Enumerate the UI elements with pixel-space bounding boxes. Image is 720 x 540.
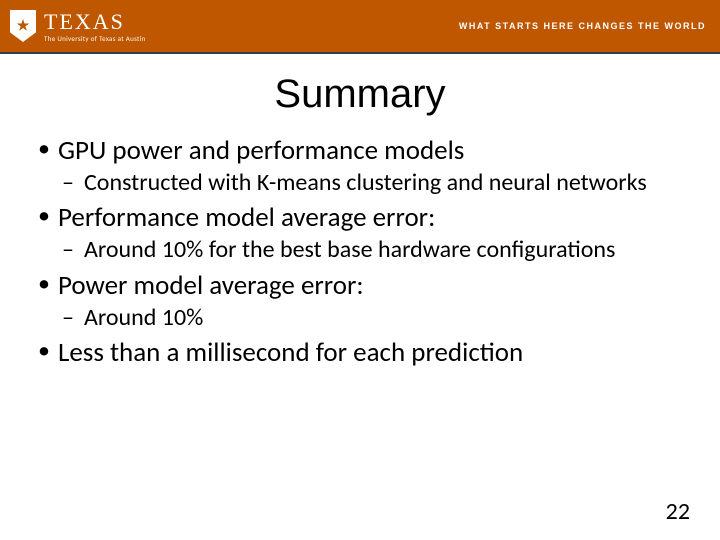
bullet-item: Performance model average error: Around …: [34, 202, 686, 263]
sub-bullet-item: Around 10% for the best base hardware co…: [58, 236, 686, 264]
bullet-item: Power model average error: Around 10%: [34, 270, 686, 331]
slide-content: GPU power and performance models Constru…: [0, 117, 720, 369]
header-tagline: WHAT STARTS HERE CHANGES THE WORLD: [459, 21, 706, 31]
sub-bullet-list: Around 10%: [58, 304, 686, 332]
bullet-text: Power model average error:: [58, 269, 364, 302]
logo-main: TEXAS: [44, 11, 146, 33]
sub-bullet-list: Around 10% for the best base hardware co…: [58, 236, 686, 264]
logo-text: TEXAS The University of Texas at Austin: [44, 11, 146, 42]
logo-subtitle: The University of Texas at Austin: [44, 35, 146, 42]
header-bar: ★ TEXAS The University of Texas at Austi…: [0, 0, 720, 52]
bullet-item: GPU power and performance models Constru…: [34, 135, 686, 196]
sub-bullet-item: Constructed with K-means clustering and …: [58, 169, 686, 197]
bullet-list: GPU power and performance models Constru…: [34, 135, 686, 369]
bullet-text: Performance model average error:: [58, 201, 435, 234]
bullet-text: Less than a millisecond for each predict…: [58, 336, 523, 369]
bullet-item: Less than a millisecond for each predict…: [34, 337, 686, 369]
sub-bullet-item: Around 10%: [58, 304, 686, 332]
slide: ★ TEXAS The University of Texas at Austi…: [0, 0, 720, 540]
page-number: 22: [666, 497, 690, 526]
shield-glyph: ★: [17, 18, 30, 35]
sub-bullet-list: Constructed with K-means clustering and …: [58, 169, 686, 197]
header-rule: [0, 52, 720, 54]
logo-block: ★ TEXAS The University of Texas at Austi…: [10, 10, 146, 42]
bullet-text: GPU power and performance models: [58, 134, 464, 167]
shield-icon: ★: [10, 10, 36, 42]
slide-title: Summary: [0, 72, 720, 117]
